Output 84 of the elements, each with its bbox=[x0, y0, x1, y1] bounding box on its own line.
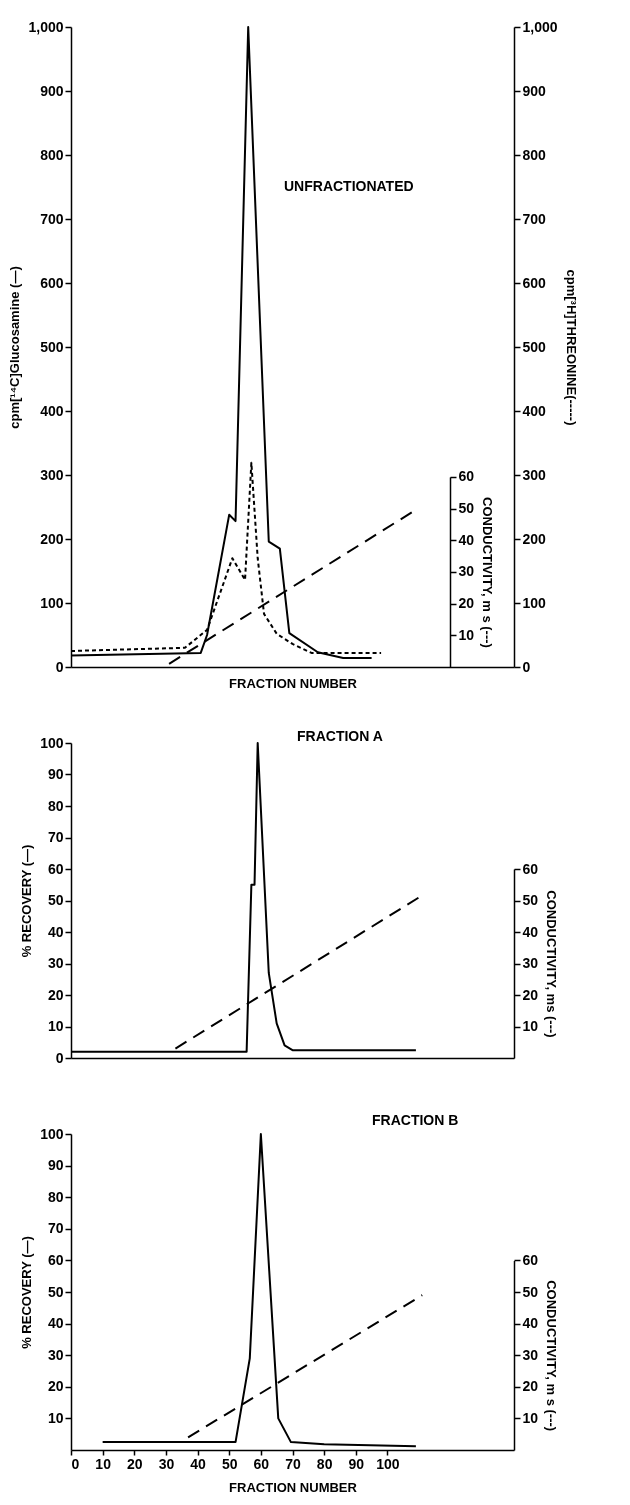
x-tick-label: 50 bbox=[221, 1455, 238, 1472]
y-tick-label: 200 bbox=[40, 530, 64, 547]
y-tick-label: 40 bbox=[47, 923, 64, 940]
y2-tick-label: 40 bbox=[522, 1315, 539, 1332]
y2-tick-label: 30 bbox=[522, 1346, 539, 1363]
y3-tick-label: 50 bbox=[458, 500, 475, 517]
x-tick-label: 30 bbox=[158, 1455, 175, 1472]
y2-tick-label: 0 bbox=[522, 658, 531, 675]
y2-tick-label: 40 bbox=[522, 923, 539, 940]
y-tick-label: 60 bbox=[47, 860, 64, 877]
x-tick-label: 60 bbox=[253, 1455, 270, 1472]
y2-tick-label: 600 bbox=[522, 274, 547, 291]
y-tick-label: 50 bbox=[47, 892, 64, 908]
y-tick-label: 50 bbox=[47, 1283, 64, 1300]
y-tick-label: 90 bbox=[47, 1157, 64, 1174]
y-tick-label: 90 bbox=[47, 766, 64, 782]
y2-tick-label: 900 bbox=[522, 82, 547, 99]
y2-tick-label: 10 bbox=[522, 1018, 539, 1034]
y3-tick-label: 40 bbox=[458, 531, 475, 548]
x-axis-title: FRACTION NUMBER bbox=[229, 675, 358, 691]
x-tick-label: 70 bbox=[285, 1455, 301, 1472]
y-tick-label: 900 bbox=[40, 82, 64, 99]
y-tick-label: 500 bbox=[40, 338, 64, 355]
x-tick-label: 80 bbox=[316, 1455, 333, 1472]
x-tick-label: 100 bbox=[376, 1455, 400, 1472]
y-axis-title: % RECOVERY (—) bbox=[19, 1236, 35, 1349]
y3-tick-label: 30 bbox=[458, 563, 475, 580]
y-tick-label: 0 bbox=[55, 658, 64, 675]
y-tick-label: 80 bbox=[47, 797, 64, 814]
y-axis-title: % RECOVERY (—) bbox=[19, 844, 35, 958]
y-tick-label: 1,000 bbox=[28, 18, 64, 35]
y-axis-title: cpm[¹⁴C]Glucosamine (—) bbox=[7, 266, 23, 429]
y-tick-label: 0 bbox=[55, 1049, 64, 1066]
chart-title: FRACTION A bbox=[297, 728, 383, 744]
x-tick-label: 20 bbox=[127, 1455, 143, 1472]
x-axis-title: FRACTION NUMBER bbox=[229, 1479, 358, 1495]
y-tick-label: 100 bbox=[40, 594, 64, 611]
y2-tick-label: 60 bbox=[522, 860, 539, 877]
y-tick-label: 30 bbox=[47, 955, 64, 971]
text: UNFRACTIONATED bbox=[284, 178, 414, 194]
y-tick-label: 60 bbox=[47, 1251, 64, 1268]
y2-tick-label: 400 bbox=[522, 402, 547, 419]
y-tick-label: 700 bbox=[40, 210, 64, 227]
y-tick-label: 20 bbox=[47, 1378, 64, 1395]
y2-tick-label: 100 bbox=[522, 594, 547, 611]
y3-axis-title: CONDUCTIVITY, m s (---) bbox=[480, 496, 496, 648]
y3-tick-label: 60 bbox=[458, 468, 475, 485]
y-tick-label: 30 bbox=[47, 1346, 64, 1363]
y3-tick-label: 10 bbox=[458, 626, 475, 643]
y2-axis-title: cpm[³H]THREONINE(-----) bbox=[563, 269, 579, 426]
y2-tick-label: 20 bbox=[522, 1378, 539, 1395]
y2-tick-label: 700 bbox=[522, 210, 547, 227]
y2-tick-label: 50 bbox=[522, 892, 539, 908]
y3-tick-label: 20 bbox=[458, 595, 475, 612]
y2-tick-label: 60 bbox=[522, 1251, 539, 1268]
y2-tick-label: 20 bbox=[522, 986, 539, 1003]
y2-tick-label: 200 bbox=[522, 530, 547, 547]
y-tick-label: 20 bbox=[47, 986, 64, 1003]
x-tick-label: 10 bbox=[95, 1455, 112, 1472]
y2-tick-label: 10 bbox=[522, 1409, 539, 1426]
y2-tick-label: 30 bbox=[522, 955, 539, 971]
y-tick-label: 10 bbox=[47, 1018, 64, 1034]
y-tick-label: 800 bbox=[40, 146, 64, 163]
y-tick-label: 70 bbox=[47, 829, 64, 845]
y-tick-label: 600 bbox=[40, 274, 64, 291]
y2-tick-label: 500 bbox=[522, 338, 547, 355]
y2-axis-title: CONDUCTIVITY, ms (---) bbox=[544, 890, 560, 1038]
chart-title: FRACTION B bbox=[372, 1112, 459, 1128]
y-tick-label: 300 bbox=[40, 466, 64, 483]
y-tick-label: 70 bbox=[47, 1220, 64, 1237]
y2-tick-label: 50 bbox=[522, 1283, 539, 1300]
y-tick-label: 80 bbox=[47, 1188, 64, 1205]
y-tick-label: 400 bbox=[40, 402, 64, 419]
y-tick-label: 10 bbox=[47, 1409, 64, 1426]
x-tick-label: 40 bbox=[190, 1455, 207, 1472]
y-tick-label: 100 bbox=[40, 734, 64, 751]
y2-tick-label: 1,000 bbox=[522, 18, 558, 35]
y2-axis-title: CONDUCTIVITY, m s (---) bbox=[544, 1280, 560, 1432]
y2-tick-label: 300 bbox=[522, 466, 547, 483]
y-tick-label: 40 bbox=[47, 1315, 64, 1332]
y2-tick-label: 800 bbox=[522, 146, 547, 163]
x-tick-label: 90 bbox=[348, 1455, 365, 1472]
y-tick-label: 100 bbox=[40, 1125, 64, 1142]
x-tick-label: 0 bbox=[71, 1455, 80, 1472]
